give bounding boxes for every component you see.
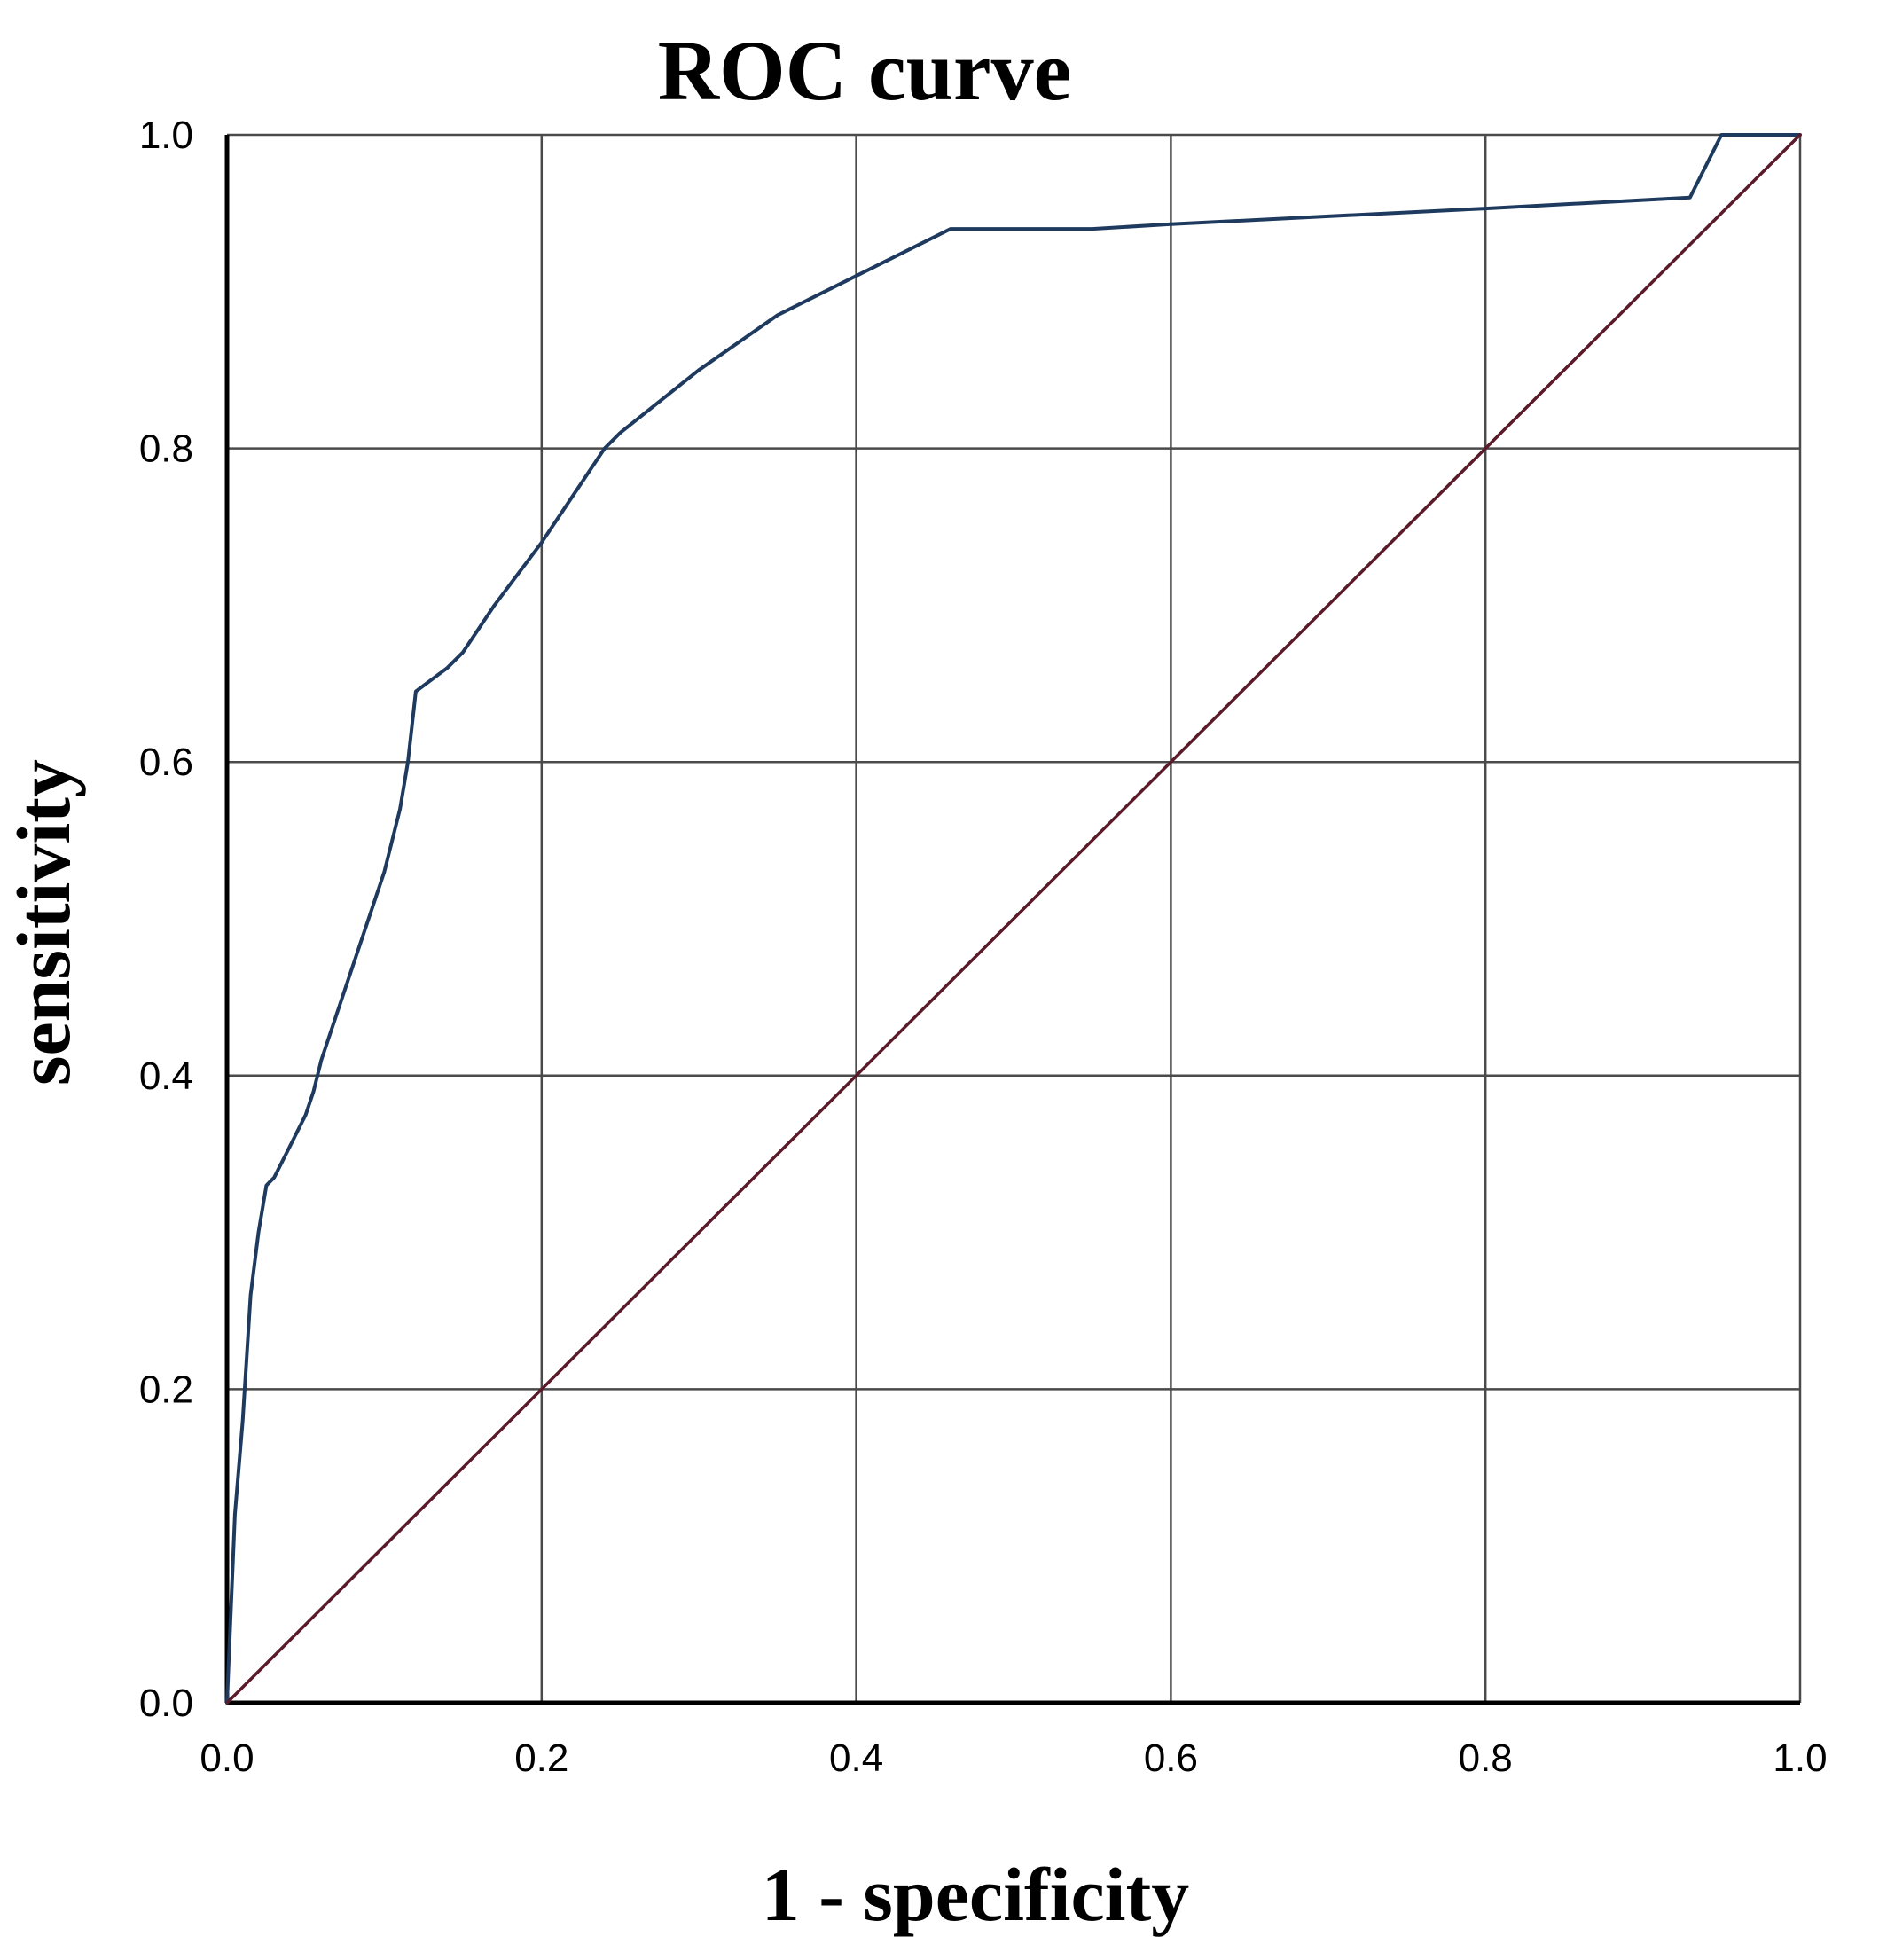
x-tick-label: 0.2 [514,1737,568,1780]
x-axis-label: 1 - specificity [762,1852,1189,1937]
y-tick-label: 0.0 [139,1682,193,1725]
y-tick-label: 0.2 [139,1368,193,1411]
x-tick-label: 0.8 [1459,1737,1513,1780]
axes-layer [224,135,1800,1705]
chart-title: ROC curve [658,23,1072,118]
series-layer [225,133,1802,1705]
y-tick-label: 0.4 [139,1054,193,1098]
x-tick-label: 0.4 [829,1737,883,1780]
x-tick-label: 1.0 [1773,1737,1827,1780]
ticks-layer: 0.0 0.2 0.4 0.6 0.8 1.0 0.0 0.2 0.4 0.6 0.8 1.0 [139,114,1828,1780]
x-tick-label: 0.0 [200,1737,254,1780]
grid-layer [227,133,1802,1703]
y-axis-label: sensitivity [1,759,86,1086]
y-tick-label: 0.6 [139,741,193,784]
y-tick-label: 0.8 [139,427,193,471]
y-tick-label: 1.0 [139,114,193,157]
roc-curve-line [225,133,1802,1705]
x-tick-label: 0.6 [1144,1737,1198,1780]
reference-diagonal-line [225,133,1802,1705]
